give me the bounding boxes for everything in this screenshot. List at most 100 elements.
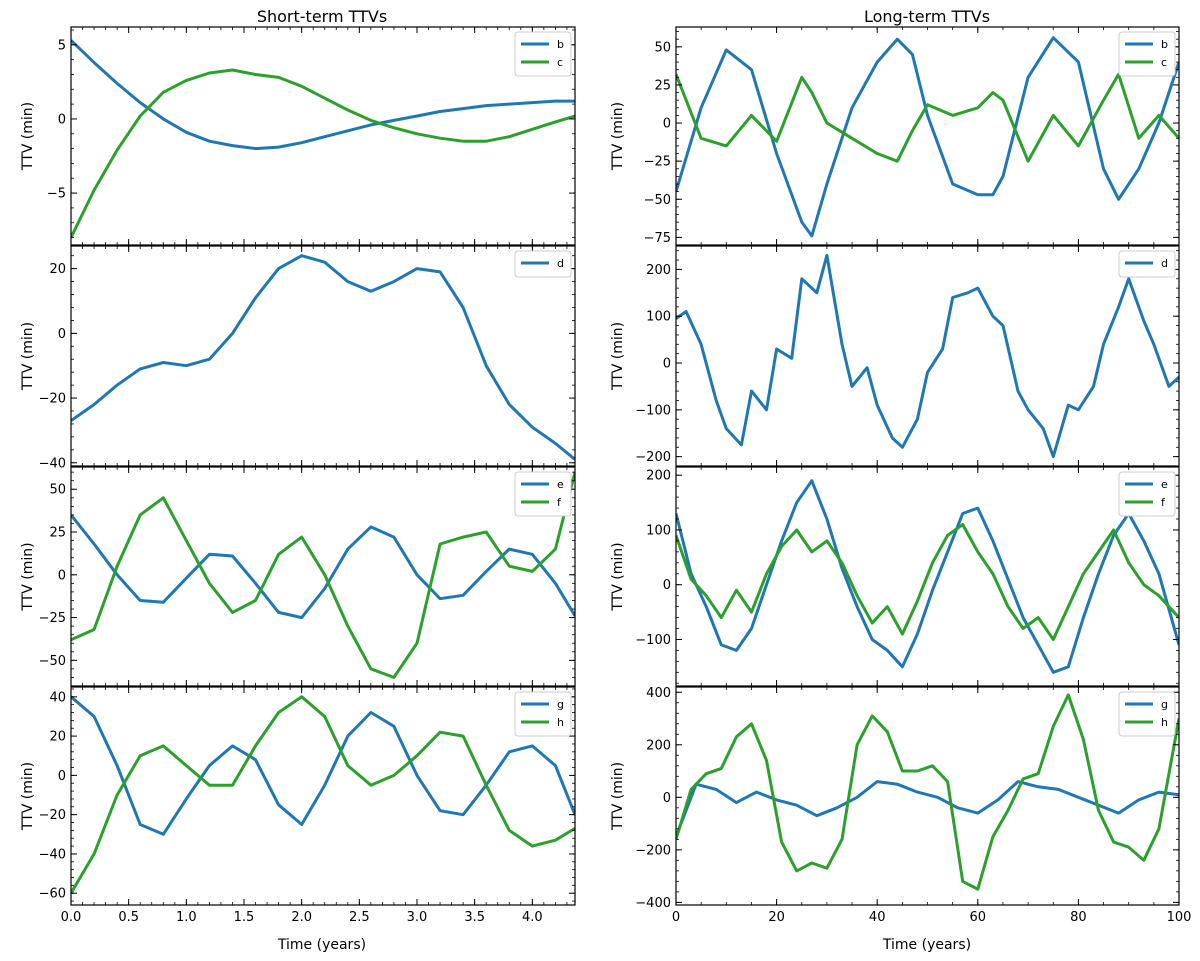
series-line-e <box>676 479 1179 674</box>
axes-frame <box>675 26 1180 246</box>
x-tick-label: 3.0 <box>407 910 428 925</box>
series-line-h <box>71 695 575 894</box>
legend-label-d: d <box>1161 257 1168 270</box>
x-tick-label: 2.0 <box>291 910 312 925</box>
left-column-title: Short-term TTVs <box>257 7 387 26</box>
series-line-d <box>676 253 1179 459</box>
legend-label-h: h <box>557 716 564 729</box>
y-tick-label: 25 <box>49 526 66 541</box>
series-line-c <box>71 68 575 239</box>
series-line-g <box>676 780 1179 838</box>
legend: ef <box>514 471 572 517</box>
axes-frame <box>70 686 576 906</box>
y-axis-label: TTV (min) <box>610 762 626 831</box>
y-tick-label: −50 <box>39 654 66 669</box>
y-tick-label: 100 <box>646 310 671 325</box>
y-tick-label: 100 <box>646 523 671 538</box>
y-tick-label: 0 <box>663 357 671 372</box>
y-tick-label: 200 <box>646 469 671 484</box>
legend-label-h: h <box>1161 716 1168 729</box>
legend: bc <box>514 31 572 77</box>
legend: bc <box>1118 31 1176 77</box>
y-tick-label: 40 <box>49 690 66 705</box>
y-tick-label: 0 <box>663 791 671 806</box>
legend: gh <box>1118 691 1176 737</box>
x-tick-label: 100 <box>1167 910 1192 925</box>
y-tick-label: −200 <box>635 843 671 858</box>
panel-long-2: −200 −100 0 100 200 TTV (min) d <box>610 245 1180 467</box>
legend-label-c: c <box>557 56 563 69</box>
y-tick-label: −400 <box>635 896 671 911</box>
y-tick-label: 50 <box>654 40 671 55</box>
y-tick-label: 0 <box>58 769 66 784</box>
panel-long-3: −100 0 100 200 TTV (min) ef <box>610 466 1180 687</box>
y-tick-label: −40 <box>39 456 66 471</box>
legend: ef <box>1118 471 1176 517</box>
panel-long-4: 0 20 40 60 80 100 −400 −200 0 200 400 TTV (min) gh <box>610 686 1191 925</box>
series-line-h <box>676 693 1179 891</box>
y-axis-label: TTV (min) <box>20 322 36 391</box>
y-tick-label: 400 <box>646 686 671 701</box>
y-tick-label: 50 <box>49 483 66 498</box>
y-tick-label: −200 <box>635 450 671 465</box>
right-xlabel: Time (years) <box>882 937 971 953</box>
y-tick-label: 0 <box>663 117 671 132</box>
axes-frame <box>675 245 1180 467</box>
left-xlabel: Time (years) <box>277 937 366 953</box>
legend-label-g: g <box>1161 698 1168 711</box>
x-tick-label: 0.5 <box>118 910 139 925</box>
legend: d <box>1118 250 1176 278</box>
y-tick-label: −20 <box>39 392 66 407</box>
y-tick-label: 0 <box>663 578 671 593</box>
y-tick-label: −100 <box>635 633 671 648</box>
x-tick-label: 1.5 <box>234 910 255 925</box>
y-tick-label: −40 <box>39 847 66 862</box>
x-tick-label: 4.0 <box>522 910 543 925</box>
y-axis-label: TTV (min) <box>610 102 626 171</box>
panel-short-2: −40 −20 0 20 TTV (min) d <box>20 245 576 471</box>
y-tick-label: 200 <box>646 738 671 753</box>
x-tick-label: 3.5 <box>464 910 485 925</box>
y-tick-label: 0 <box>58 327 66 342</box>
legend-label-b: b <box>557 38 564 51</box>
series-line-d <box>71 254 575 461</box>
legend-label-g: g <box>557 698 564 711</box>
panel-short-3: −50 −25 0 25 50 TTV (min) ef <box>20 466 576 687</box>
series-line-e <box>71 513 575 620</box>
series-line-c <box>676 72 1179 163</box>
axes-frame <box>70 466 576 687</box>
x-tick-label: 1.0 <box>176 910 197 925</box>
panel-short-1: −5 0 5 TTV (min) bc <box>20 26 576 246</box>
series-line-b <box>676 36 1179 238</box>
legend-label-e: e <box>1161 478 1168 491</box>
legend-label-f: f <box>1161 496 1166 509</box>
y-axis-label: TTV (min) <box>20 102 36 171</box>
y-tick-label: 0 <box>58 568 66 583</box>
y-tick-label: −75 <box>644 231 671 246</box>
x-tick-label: 80 <box>1070 910 1087 925</box>
y-axis-label: TTV (min) <box>610 322 626 391</box>
y-tick-label: 0 <box>58 112 66 127</box>
y-tick-label: −50 <box>644 193 671 208</box>
y-tick-label: −25 <box>644 155 671 170</box>
y-tick-label: −100 <box>635 403 671 418</box>
series-line-b <box>71 39 575 151</box>
y-axis-label: TTV (min) <box>20 542 36 611</box>
legend: gh <box>514 691 572 737</box>
series-line-f <box>71 471 575 679</box>
x-tick-label: 20 <box>768 910 785 925</box>
legend: d <box>514 250 572 278</box>
series-line-g <box>71 695 575 836</box>
y-axis-label: TTV (min) <box>20 762 36 831</box>
legend-label-e: e <box>557 478 564 491</box>
x-tick-label: 0.0 <box>61 910 82 925</box>
y-axis-label: TTV (min) <box>610 542 626 611</box>
axes-frame <box>70 26 576 246</box>
legend-label-f: f <box>557 496 562 509</box>
y-tick-label: 25 <box>654 78 671 93</box>
legend-label-c: c <box>1161 56 1167 69</box>
legend-label-b: b <box>1161 38 1168 51</box>
x-tick-label: 40 <box>869 910 886 925</box>
